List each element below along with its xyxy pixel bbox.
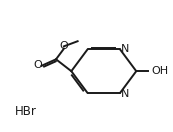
Text: O: O [34, 60, 42, 70]
Text: OH: OH [151, 66, 168, 76]
Text: N: N [121, 89, 129, 99]
Text: N: N [121, 44, 129, 54]
Text: HBr: HBr [15, 105, 37, 118]
Text: O: O [60, 41, 68, 51]
